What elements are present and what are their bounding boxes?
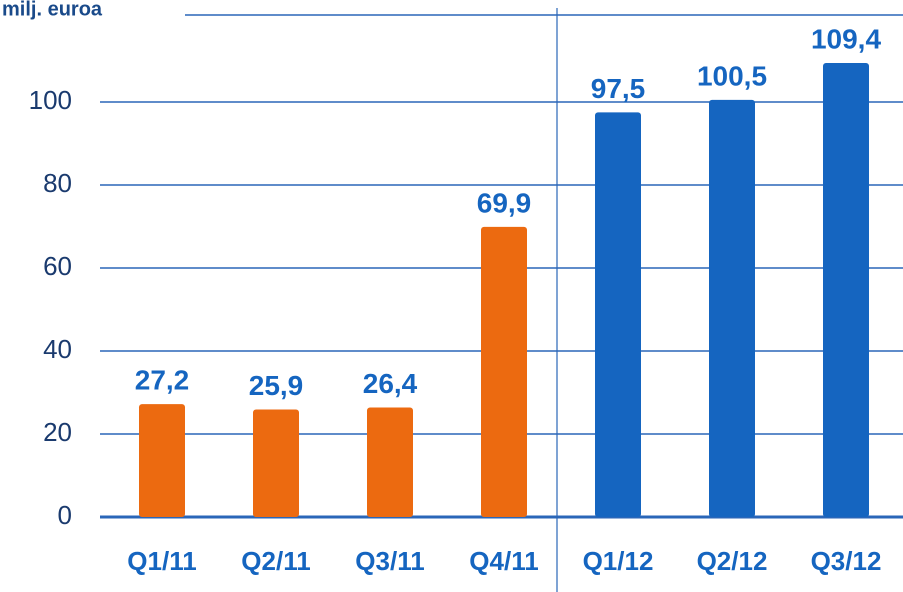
x-tick-label: Q1/11 (127, 546, 196, 576)
x-tick-label: Q1/12 (583, 546, 654, 576)
chart-title: milj. euroa (2, 0, 103, 20)
x-tick-label: Q2/12 (697, 546, 768, 576)
bar (481, 226, 527, 518)
x-tick-label: Q2/11 (241, 546, 310, 576)
data-label: 97,5 (591, 73, 646, 104)
data-label: 26,4 (363, 368, 418, 399)
y-tick-label: 100 (29, 85, 72, 115)
y-tick-label: 60 (43, 251, 72, 281)
x-tick-label: Q4/11 (469, 546, 538, 576)
bar (595, 112, 641, 517)
data-label: 27,2 (135, 365, 190, 396)
y-tick-label: 40 (43, 334, 72, 364)
y-tick-label: 80 (43, 168, 72, 198)
bar (253, 409, 299, 517)
bar (367, 407, 413, 517)
data-label: 25,9 (249, 370, 304, 401)
x-tick-label: Q3/11 (355, 546, 424, 576)
bar (709, 99, 755, 518)
bar (139, 404, 185, 517)
data-label: 69,9 (477, 187, 532, 218)
y-tick-label: 20 (43, 417, 72, 447)
data-label: 100,5 (697, 60, 767, 91)
bar (823, 62, 869, 518)
x-tick-label: Q3/12 (811, 546, 882, 576)
y-tick-label: 0 (58, 500, 72, 530)
data-label: 109,4 (811, 23, 881, 54)
